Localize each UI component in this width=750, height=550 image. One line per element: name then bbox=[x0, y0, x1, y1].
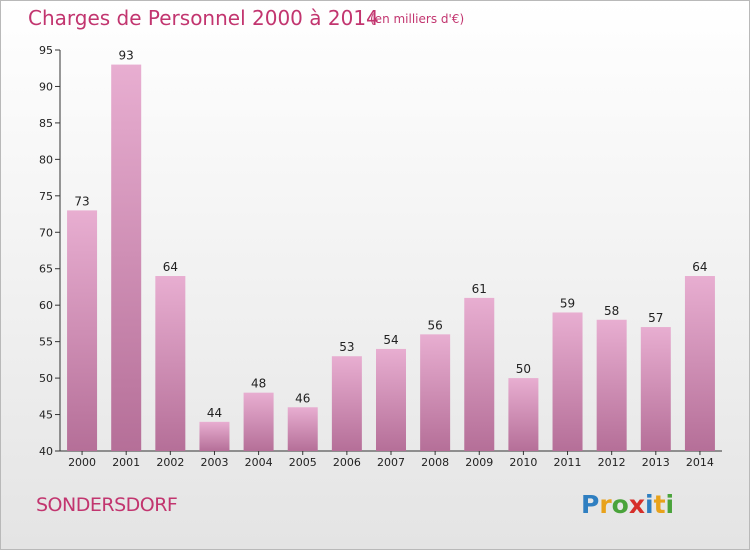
bar-2008 bbox=[420, 334, 451, 451]
y-tick-label: 80 bbox=[39, 153, 53, 166]
bar-2006 bbox=[331, 356, 362, 451]
x-tick-label-2000: 2000 bbox=[68, 456, 96, 469]
bar-2000 bbox=[67, 210, 98, 451]
x-tick-label-2008: 2008 bbox=[421, 456, 449, 469]
bar-2011 bbox=[552, 312, 583, 451]
x-tick-label-2006: 2006 bbox=[333, 456, 361, 469]
y-tick-label: 70 bbox=[39, 226, 53, 239]
commune-name: SONDERSDORF bbox=[36, 494, 178, 516]
bar-2013 bbox=[640, 327, 671, 451]
data-label-2003: 44 bbox=[207, 406, 222, 420]
x-tick-label-2004: 2004 bbox=[245, 456, 273, 469]
x-tick-label-2014: 2014 bbox=[686, 456, 714, 469]
bar-2005 bbox=[287, 407, 318, 451]
bar-2004 bbox=[243, 392, 274, 451]
y-tick-label: 45 bbox=[39, 409, 53, 422]
data-label-2012: 58 bbox=[604, 304, 619, 318]
x-tick-label-2007: 2007 bbox=[377, 456, 405, 469]
chart-subtitle: (en milliers d'€) bbox=[370, 12, 465, 26]
data-label-2013: 57 bbox=[648, 311, 663, 325]
data-label-2001: 93 bbox=[119, 49, 134, 63]
data-label-2007: 54 bbox=[383, 333, 398, 347]
data-label-2010: 50 bbox=[516, 362, 531, 376]
y-tick-label: 75 bbox=[39, 190, 53, 203]
x-tick-label-2010: 2010 bbox=[509, 456, 537, 469]
x-tick-label-2011: 2011 bbox=[554, 456, 582, 469]
y-tick-label: 60 bbox=[39, 299, 53, 312]
bar-2003 bbox=[199, 421, 230, 451]
y-tick-label: 95 bbox=[39, 44, 53, 57]
bar-2012 bbox=[596, 319, 627, 451]
y-tick-label: 55 bbox=[39, 336, 53, 349]
x-tick-label-2009: 2009 bbox=[465, 456, 493, 469]
data-label-2014: 64 bbox=[692, 260, 707, 274]
data-label-2009: 61 bbox=[472, 282, 487, 296]
y-tick-label: 40 bbox=[39, 445, 53, 458]
data-label-2000: 73 bbox=[74, 194, 89, 208]
data-label-2004: 48 bbox=[251, 377, 266, 391]
svg-text:Proxiti: Proxiti bbox=[581, 490, 674, 519]
x-tick-label-2005: 2005 bbox=[289, 456, 317, 469]
data-label-2002: 64 bbox=[163, 260, 178, 274]
y-tick-label: 85 bbox=[39, 117, 53, 130]
x-tick-label-2001: 2001 bbox=[112, 456, 140, 469]
bar-2007 bbox=[376, 348, 406, 451]
bar-2002 bbox=[155, 276, 186, 451]
bar-2010 bbox=[508, 378, 539, 451]
data-label-2006: 53 bbox=[339, 340, 354, 354]
data-label-2005: 46 bbox=[295, 391, 310, 405]
bar-2014 bbox=[684, 276, 715, 451]
y-tick-label: 65 bbox=[39, 263, 53, 276]
chart-title: Charges de Personnel 2000 à 2014 bbox=[28, 6, 379, 30]
y-tick-label: 50 bbox=[39, 372, 53, 385]
bar-2009 bbox=[464, 297, 495, 451]
y-tick-label: 90 bbox=[39, 80, 53, 93]
x-tick-label-2002: 2002 bbox=[156, 456, 184, 469]
data-label-2008: 56 bbox=[427, 318, 442, 332]
x-tick-label-2012: 2012 bbox=[598, 456, 626, 469]
x-tick-label-2003: 2003 bbox=[200, 456, 228, 469]
data-label-2011: 59 bbox=[560, 296, 575, 310]
x-tick-label-2013: 2013 bbox=[642, 456, 670, 469]
bar-2001 bbox=[111, 64, 142, 451]
proxiti-logo: Proxiti bbox=[581, 490, 674, 519]
